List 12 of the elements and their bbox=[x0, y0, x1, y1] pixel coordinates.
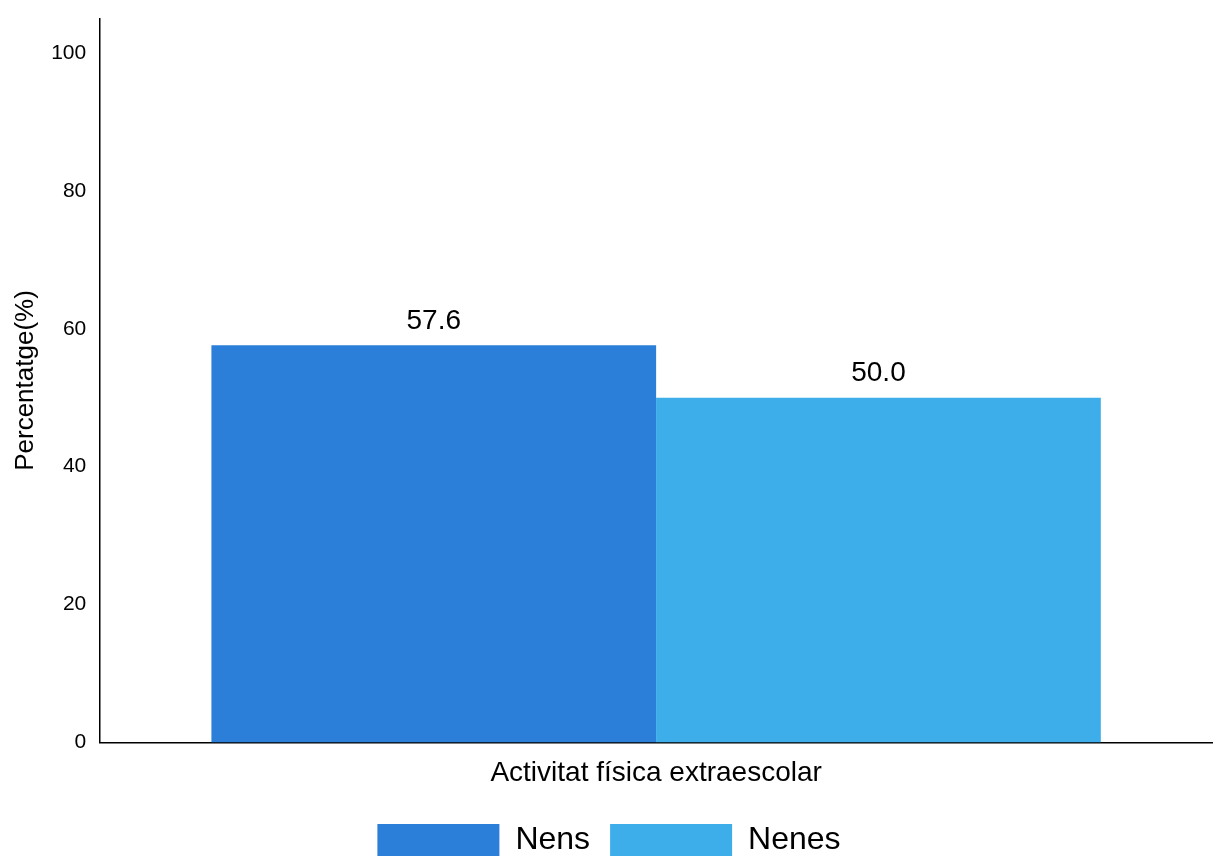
legend-label: Nenes bbox=[748, 819, 841, 856]
y-axis-title: Percentatge(%) bbox=[8, 290, 39, 471]
y-tick-label: 60 bbox=[62, 315, 87, 339]
data-label: 50.0 bbox=[851, 356, 906, 388]
y-tick-label: 40 bbox=[62, 453, 87, 477]
legend-label: Nens bbox=[515, 819, 591, 856]
y-tick-label: 100 bbox=[51, 39, 87, 63]
y-tick-label: 20 bbox=[62, 591, 87, 615]
y-tick-label: 0 bbox=[74, 729, 87, 753]
data-label: 57.6 bbox=[406, 304, 462, 336]
y-tick-label: 80 bbox=[62, 177, 87, 201]
x-tick-label: Activitat física extraescolar bbox=[490, 755, 822, 787]
